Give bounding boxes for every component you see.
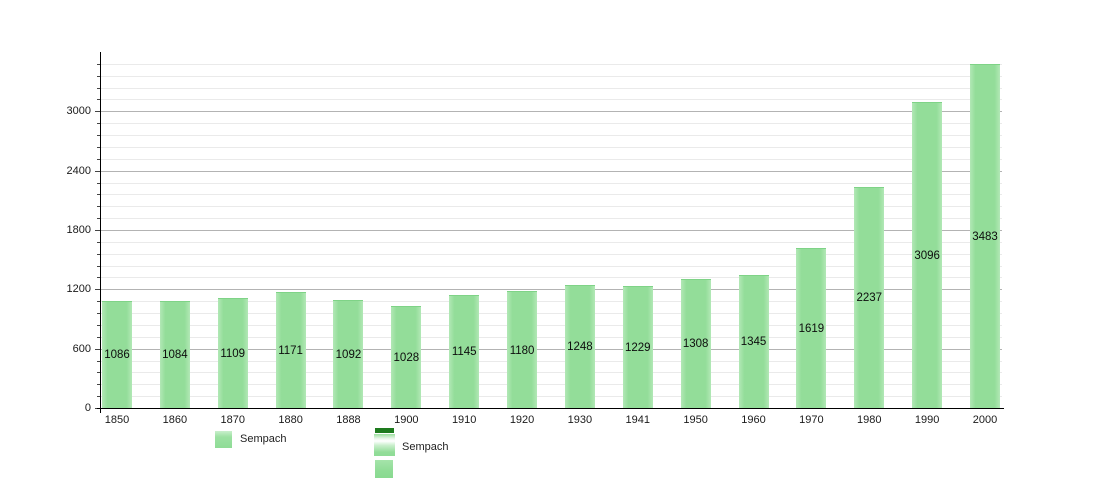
x-tick-label: 1970 [799,414,824,426]
minor-gridline [101,146,1002,148]
population-bar: 1171 [275,292,306,409]
y-tick-label: 2400 [66,164,91,177]
bar-value-label: 1109 [220,348,246,361]
population-bar: 1084 [159,300,190,409]
bar-value-label: 1092 [335,348,362,361]
x-tick-label: 1870 [220,414,245,426]
bar-value-label: 1248 [567,341,593,354]
x-tick-label: 1980 [857,414,882,426]
population-bar: 1086 [102,300,132,409]
minor-gridline [101,87,1002,89]
minor-gridline [101,301,1002,303]
y-tick-label: 1200 [66,283,91,296]
x-tick-label: 1960 [741,414,766,426]
minor-gridline [101,75,1002,77]
population-bar: 1619 [796,247,827,409]
minor-gridline [101,241,1002,243]
population-bar: 1345 [738,274,769,409]
x-tick-label: 1910 [451,414,477,426]
bar-value-label: 2237 [856,292,883,305]
legend-label: Sempach [402,441,449,453]
population-bar: 1229 [622,286,653,409]
minor-gridline [101,218,1002,220]
minor-gridline [101,313,1002,315]
population-bar: 1109 [217,298,248,409]
y-tick-label: 600 [72,342,91,355]
population-bar: 1308 [680,278,711,409]
bar-value-label: 1145 [451,346,477,359]
bar-value-label: 1619 [798,322,825,335]
minor-gridline [101,206,1002,208]
population-bar: 2237 [854,186,885,409]
x-tick-label: 1920 [509,414,535,426]
minor-gridline [101,396,1002,398]
y-tick-label: 0 [84,402,91,414]
minor-gridline [101,336,1002,338]
x-tick-label: 1930 [567,414,593,426]
minor-gridline [101,384,1002,386]
x-tick-label: 1860 [162,414,188,426]
minor-gridline [101,324,1002,326]
bar-value-label: 1028 [393,352,420,365]
bar-value-label: 1345 [740,336,767,349]
x-tick-label: 1990 [914,414,940,426]
legend-label: Sempach [240,433,287,445]
major-gridline [101,289,1002,291]
legend-dark-strip-icon [375,428,394,433]
population-bar: 3096 [912,101,943,409]
x-tick-label: 1950 [683,414,708,426]
legend-primary: Sempach [215,430,325,450]
minor-gridline [101,123,1002,125]
population-bar: 3483 [970,63,1000,409]
population-bar: 1180 [507,291,538,409]
x-tick-label: 2000 [972,414,998,426]
bar-value-label: 1180 [509,344,535,357]
minor-gridline [101,253,1002,255]
y-axis-line [100,52,101,413]
minor-gridline [101,360,1002,362]
major-gridline [101,230,1002,231]
bar-value-label: 3096 [914,249,940,262]
minor-gridline [101,372,1002,374]
legend-swatch-icon [374,434,395,456]
bar-value-label: 1229 [625,342,651,355]
population-bar: 1145 [449,294,480,409]
x-tick-label: 1900 [394,414,419,426]
x-tick-label: 1880 [278,414,303,426]
minor-gridline [101,182,1002,184]
minor-gridline [101,277,1002,279]
population-bar: 1028 [391,306,422,409]
minor-gridline [101,99,1002,101]
minor-gridline [101,265,1002,267]
major-gridline [101,170,1002,172]
bar-value-label: 3483 [972,230,998,243]
minor-gridline [101,194,1002,196]
x-tick-label: 1850 [104,414,130,426]
bar-value-label: 1086 [104,349,130,362]
population-bar: 1248 [564,284,595,409]
x-tick-label: 1941 [625,414,651,426]
bar-value-label: 1171 [278,345,303,358]
population-bar: 1092 [333,300,364,409]
legend-secondary: Sempach [374,427,494,482]
y-tick-label: 1800 [66,224,91,236]
bar-value-label: 1084 [162,349,188,362]
x-tick-label: 1888 [336,414,361,426]
minor-gridline [101,158,1002,160]
legend-swatch-icon [375,460,393,478]
bar-value-label: 1308 [682,338,709,351]
legend-swatch-icon [215,431,232,448]
y-tick-label: 3000 [66,105,91,118]
major-gridline [101,348,1002,350]
minor-gridline [101,63,1002,65]
minor-gridline [101,135,1002,137]
x-axis-line [97,408,1004,409]
major-gridline [101,111,1002,113]
